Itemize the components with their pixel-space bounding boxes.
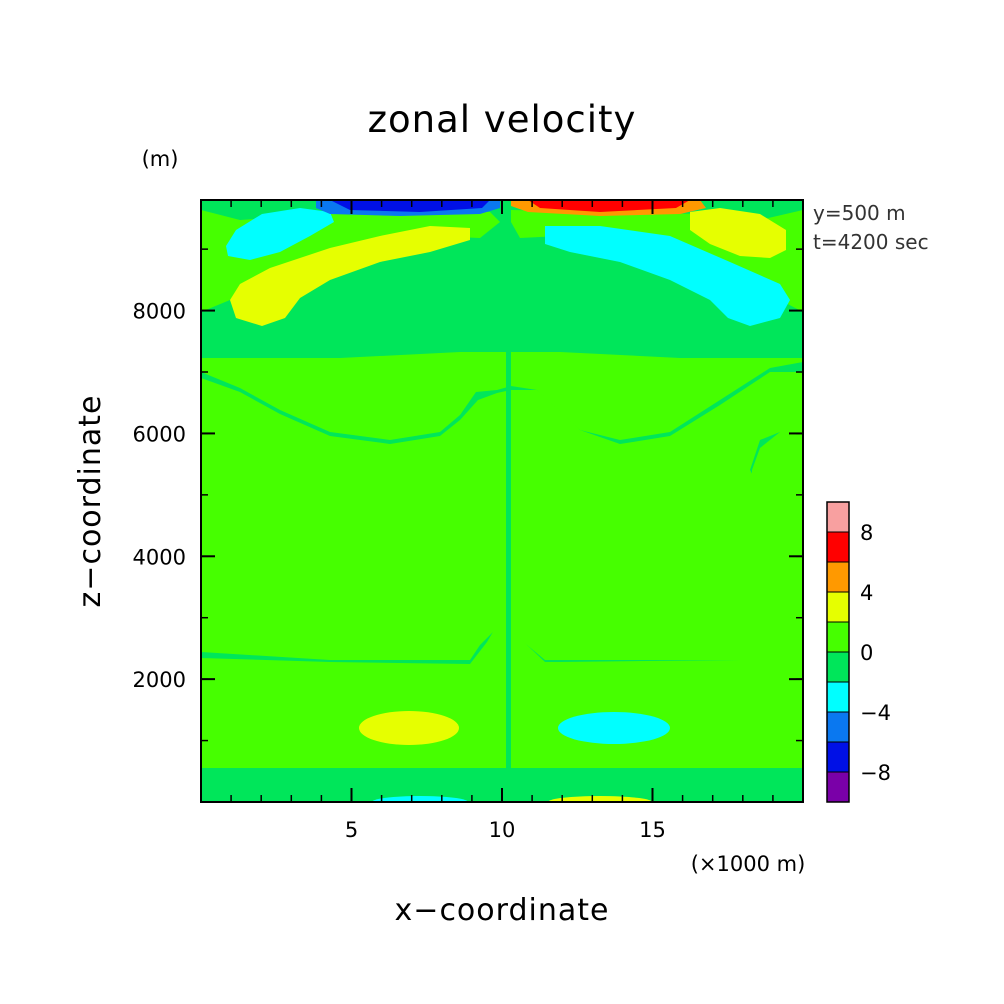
- chart-title: zonal velocity: [368, 98, 637, 141]
- colorbar-swatch: [827, 742, 849, 772]
- colorbar-swatch: [827, 652, 849, 682]
- region-lower-positive-band: [201, 625, 803, 780]
- region-upper-positive-band: [201, 352, 803, 440]
- region-centre-seam: [506, 200, 511, 802]
- x-tick-label: 10: [489, 818, 516, 842]
- region-right-lower-negative-lobe: [558, 712, 670, 744]
- y-axis-ticks: 2000 4000 6000 8000: [133, 300, 803, 692]
- region-left-bulge: [201, 432, 262, 488]
- annotation-time: t=4200 sec: [813, 230, 929, 254]
- y-tick-label: 4000: [133, 545, 186, 569]
- colorbar-swatch: [827, 622, 849, 652]
- x-tick-label: 15: [639, 818, 666, 842]
- x-unit-label: (×1000 m): [691, 852, 806, 876]
- region-right-bulge: [752, 432, 803, 488]
- colorbar-swatch: [827, 772, 849, 802]
- y-unit-label: (m): [142, 147, 179, 171]
- colorbar-swatch: [827, 592, 849, 622]
- x-axis-ticks: 5 10 15: [345, 200, 666, 842]
- region-left-top-jet-core: [330, 200, 490, 212]
- colorbar-tick-label: 0: [860, 641, 873, 665]
- region-bottom-left-sliver: [372, 796, 468, 802]
- region-main-body: [201, 372, 803, 660]
- colorbar-swatch: [827, 502, 849, 532]
- colorbar-swatch: [827, 532, 849, 562]
- region-right-top-jet-core: [528, 200, 690, 212]
- region-right-near-top-positive-lobe: [690, 208, 786, 258]
- colorbar-tick-label: −8: [860, 761, 891, 785]
- region-left-upper-positive-lobe: [230, 226, 470, 326]
- colorbar-labels: −8 −4 0 4 8: [860, 521, 891, 785]
- y-tick-label: 8000: [133, 300, 186, 324]
- region-bottom-right-sliver: [548, 796, 652, 802]
- colorbar-tick-label: 8: [860, 521, 873, 545]
- colorbar-swatch: [827, 712, 849, 742]
- y-tick-label: 2000: [133, 668, 186, 692]
- colorbar-tick-label: −4: [860, 701, 891, 725]
- region-right-upper-negative-lobe: [545, 226, 790, 326]
- contour-field: [201, 200, 803, 802]
- x-tick-label: 5: [345, 818, 358, 842]
- colorbar: [826, 501, 850, 803]
- y-axis-title: z−coordinate: [73, 395, 108, 608]
- y-tick-label: 6000: [133, 422, 186, 446]
- annotation-y-position: y=500 m: [813, 201, 906, 225]
- region-left-near-top-negative-lobe: [226, 208, 334, 260]
- colorbar-swatch: [827, 682, 849, 712]
- colorbar-tick-label: 4: [860, 581, 873, 605]
- x-axis-title: x−coordinate: [395, 893, 610, 928]
- region-left-lower-positive-lobe: [359, 711, 459, 745]
- colorbar-swatch: [827, 562, 849, 592]
